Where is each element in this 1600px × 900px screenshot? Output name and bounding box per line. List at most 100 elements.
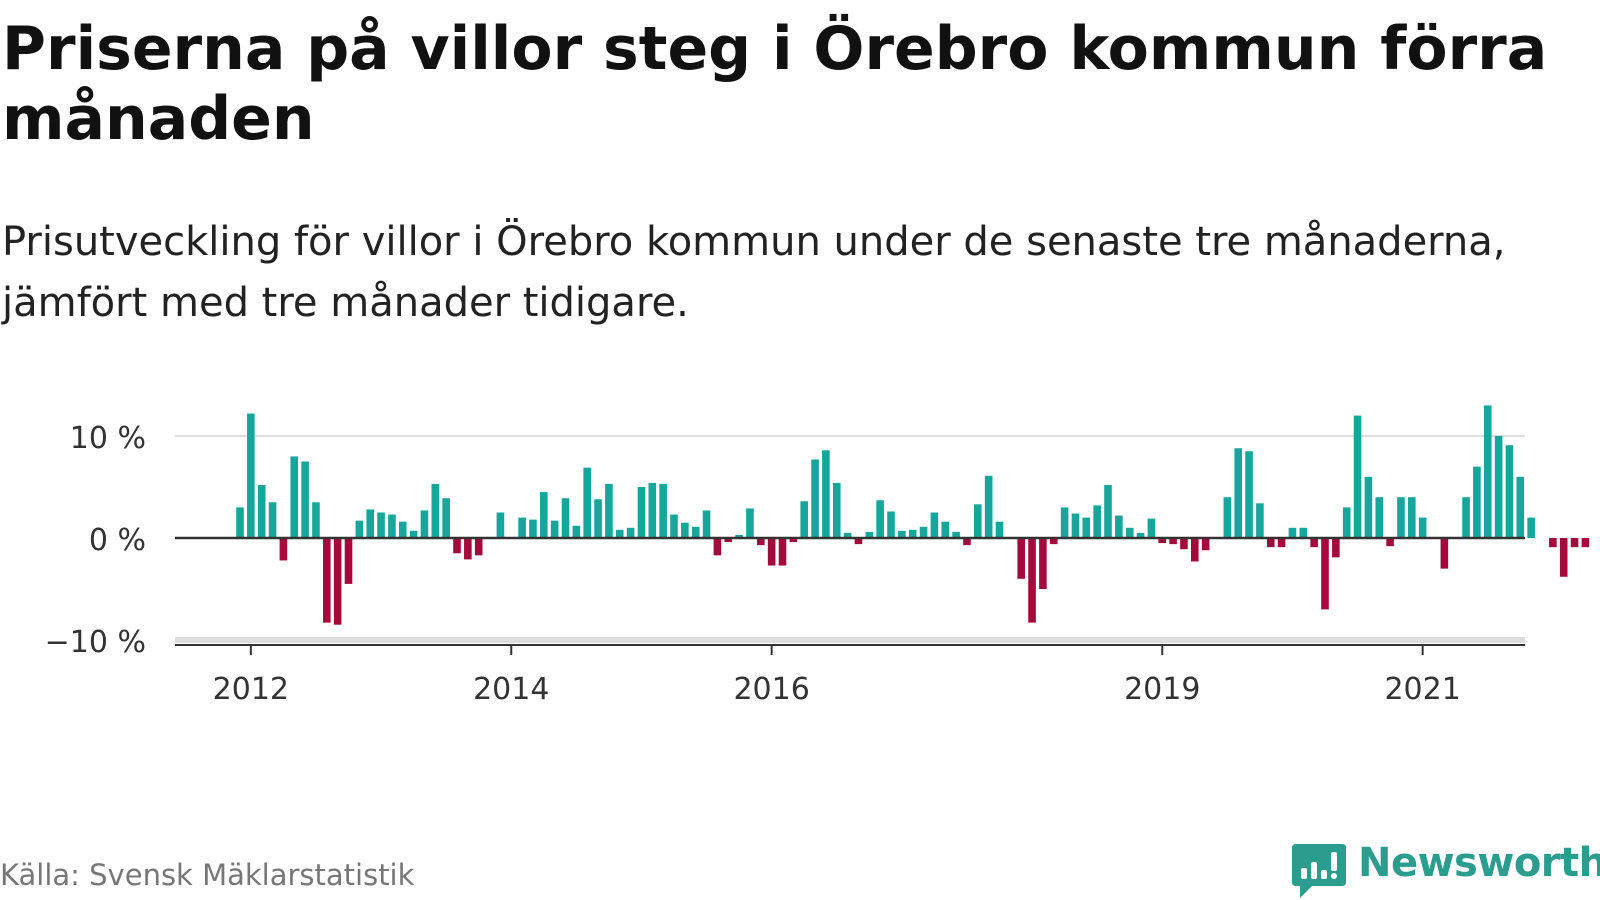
bar	[431, 483, 440, 538]
bar	[670, 514, 678, 538]
bar	[1397, 497, 1405, 538]
bar	[344, 538, 353, 584]
bar	[898, 530, 906, 538]
bar	[865, 531, 874, 538]
bar	[420, 510, 429, 538]
bar	[496, 512, 505, 538]
bar	[1115, 515, 1123, 538]
bar	[887, 511, 895, 538]
bar	[1082, 517, 1091, 538]
bar	[995, 521, 1004, 538]
bar	[648, 482, 657, 538]
bar	[572, 525, 581, 538]
brand-name: Newsworthy	[1358, 840, 1600, 886]
x-tick-label: 2021	[1384, 672, 1460, 707]
bar	[301, 461, 309, 538]
bar	[474, 538, 483, 556]
bar	[550, 520, 559, 538]
x-tick-label: 2019	[1124, 672, 1200, 707]
bar	[1418, 517, 1427, 538]
tick-labels: 10 %0 %−10 %2012201420162019202120233 %	[45, 421, 1461, 707]
bar	[442, 498, 450, 538]
bar	[659, 483, 667, 538]
bar	[637, 487, 646, 538]
bar-chart-speech-bubble-icon	[1292, 844, 1346, 898]
bar	[1060, 507, 1069, 538]
bar	[1266, 538, 1275, 548]
bar	[1440, 538, 1449, 569]
bar	[605, 483, 613, 538]
page-subtitle: Prisutveckling för villor i Örebro kommu…	[2, 219, 1506, 326]
bar	[702, 510, 711, 538]
bar	[1386, 538, 1394, 547]
bar-chart: 10 %0 %−10 %2012201420162019202120233 %	[45, 405, 1590, 707]
bar	[1364, 476, 1373, 538]
bar	[1473, 466, 1481, 538]
bar	[615, 529, 624, 538]
bar	[1277, 538, 1286, 548]
bar	[583, 467, 591, 538]
bar	[1093, 505, 1101, 538]
bar	[919, 526, 928, 538]
brand-logo[interactable]: Newsworthy	[1290, 838, 1600, 898]
bar	[236, 507, 244, 538]
bar	[312, 502, 320, 538]
bar	[952, 531, 960, 538]
bar	[1201, 538, 1210, 551]
bar	[963, 538, 971, 546]
bar	[908, 529, 917, 538]
bar	[1288, 527, 1297, 538]
bar	[1527, 517, 1535, 538]
bar	[1169, 538, 1177, 545]
bar	[626, 527, 635, 538]
bar	[930, 512, 939, 538]
bar	[377, 512, 385, 538]
bar	[713, 538, 722, 556]
bar	[279, 538, 288, 561]
bar	[1039, 538, 1047, 589]
bar	[561, 498, 570, 538]
axes	[175, 536, 1525, 655]
bar	[1375, 497, 1384, 538]
bar	[724, 538, 733, 543]
bar	[1559, 538, 1568, 577]
x-tick-label: 2016	[733, 672, 809, 707]
bar	[1581, 538, 1590, 548]
bar	[1158, 538, 1167, 544]
bar	[257, 484, 266, 538]
bar	[1494, 436, 1503, 538]
bar	[1342, 507, 1351, 538]
bar	[681, 522, 689, 538]
y-tick-label: 10 %	[70, 421, 146, 456]
bar	[1256, 503, 1264, 538]
bar	[1332, 538, 1340, 558]
bar	[366, 509, 374, 538]
bar	[1180, 538, 1188, 550]
bar	[941, 521, 950, 538]
bar	[1462, 497, 1470, 538]
bar	[1191, 538, 1199, 562]
bar	[1353, 415, 1362, 538]
bar	[1321, 538, 1329, 610]
bar	[540, 492, 548, 538]
bar	[843, 532, 852, 538]
bar	[388, 514, 396, 538]
bar	[518, 517, 526, 538]
bar	[876, 500, 884, 538]
bar	[1223, 497, 1232, 538]
bars	[236, 405, 1590, 625]
bar	[757, 538, 765, 546]
bar	[355, 520, 364, 538]
bar	[854, 538, 863, 545]
bar	[1147, 518, 1156, 538]
gridlines	[175, 435, 1525, 643]
bar	[822, 450, 830, 538]
bar	[398, 521, 407, 538]
bar	[1017, 538, 1025, 579]
bar	[974, 504, 982, 538]
bar	[984, 475, 993, 538]
y-tick-label: −10 %	[45, 625, 146, 660]
bar	[767, 538, 776, 566]
bar	[691, 526, 700, 538]
bar	[323, 538, 331, 623]
